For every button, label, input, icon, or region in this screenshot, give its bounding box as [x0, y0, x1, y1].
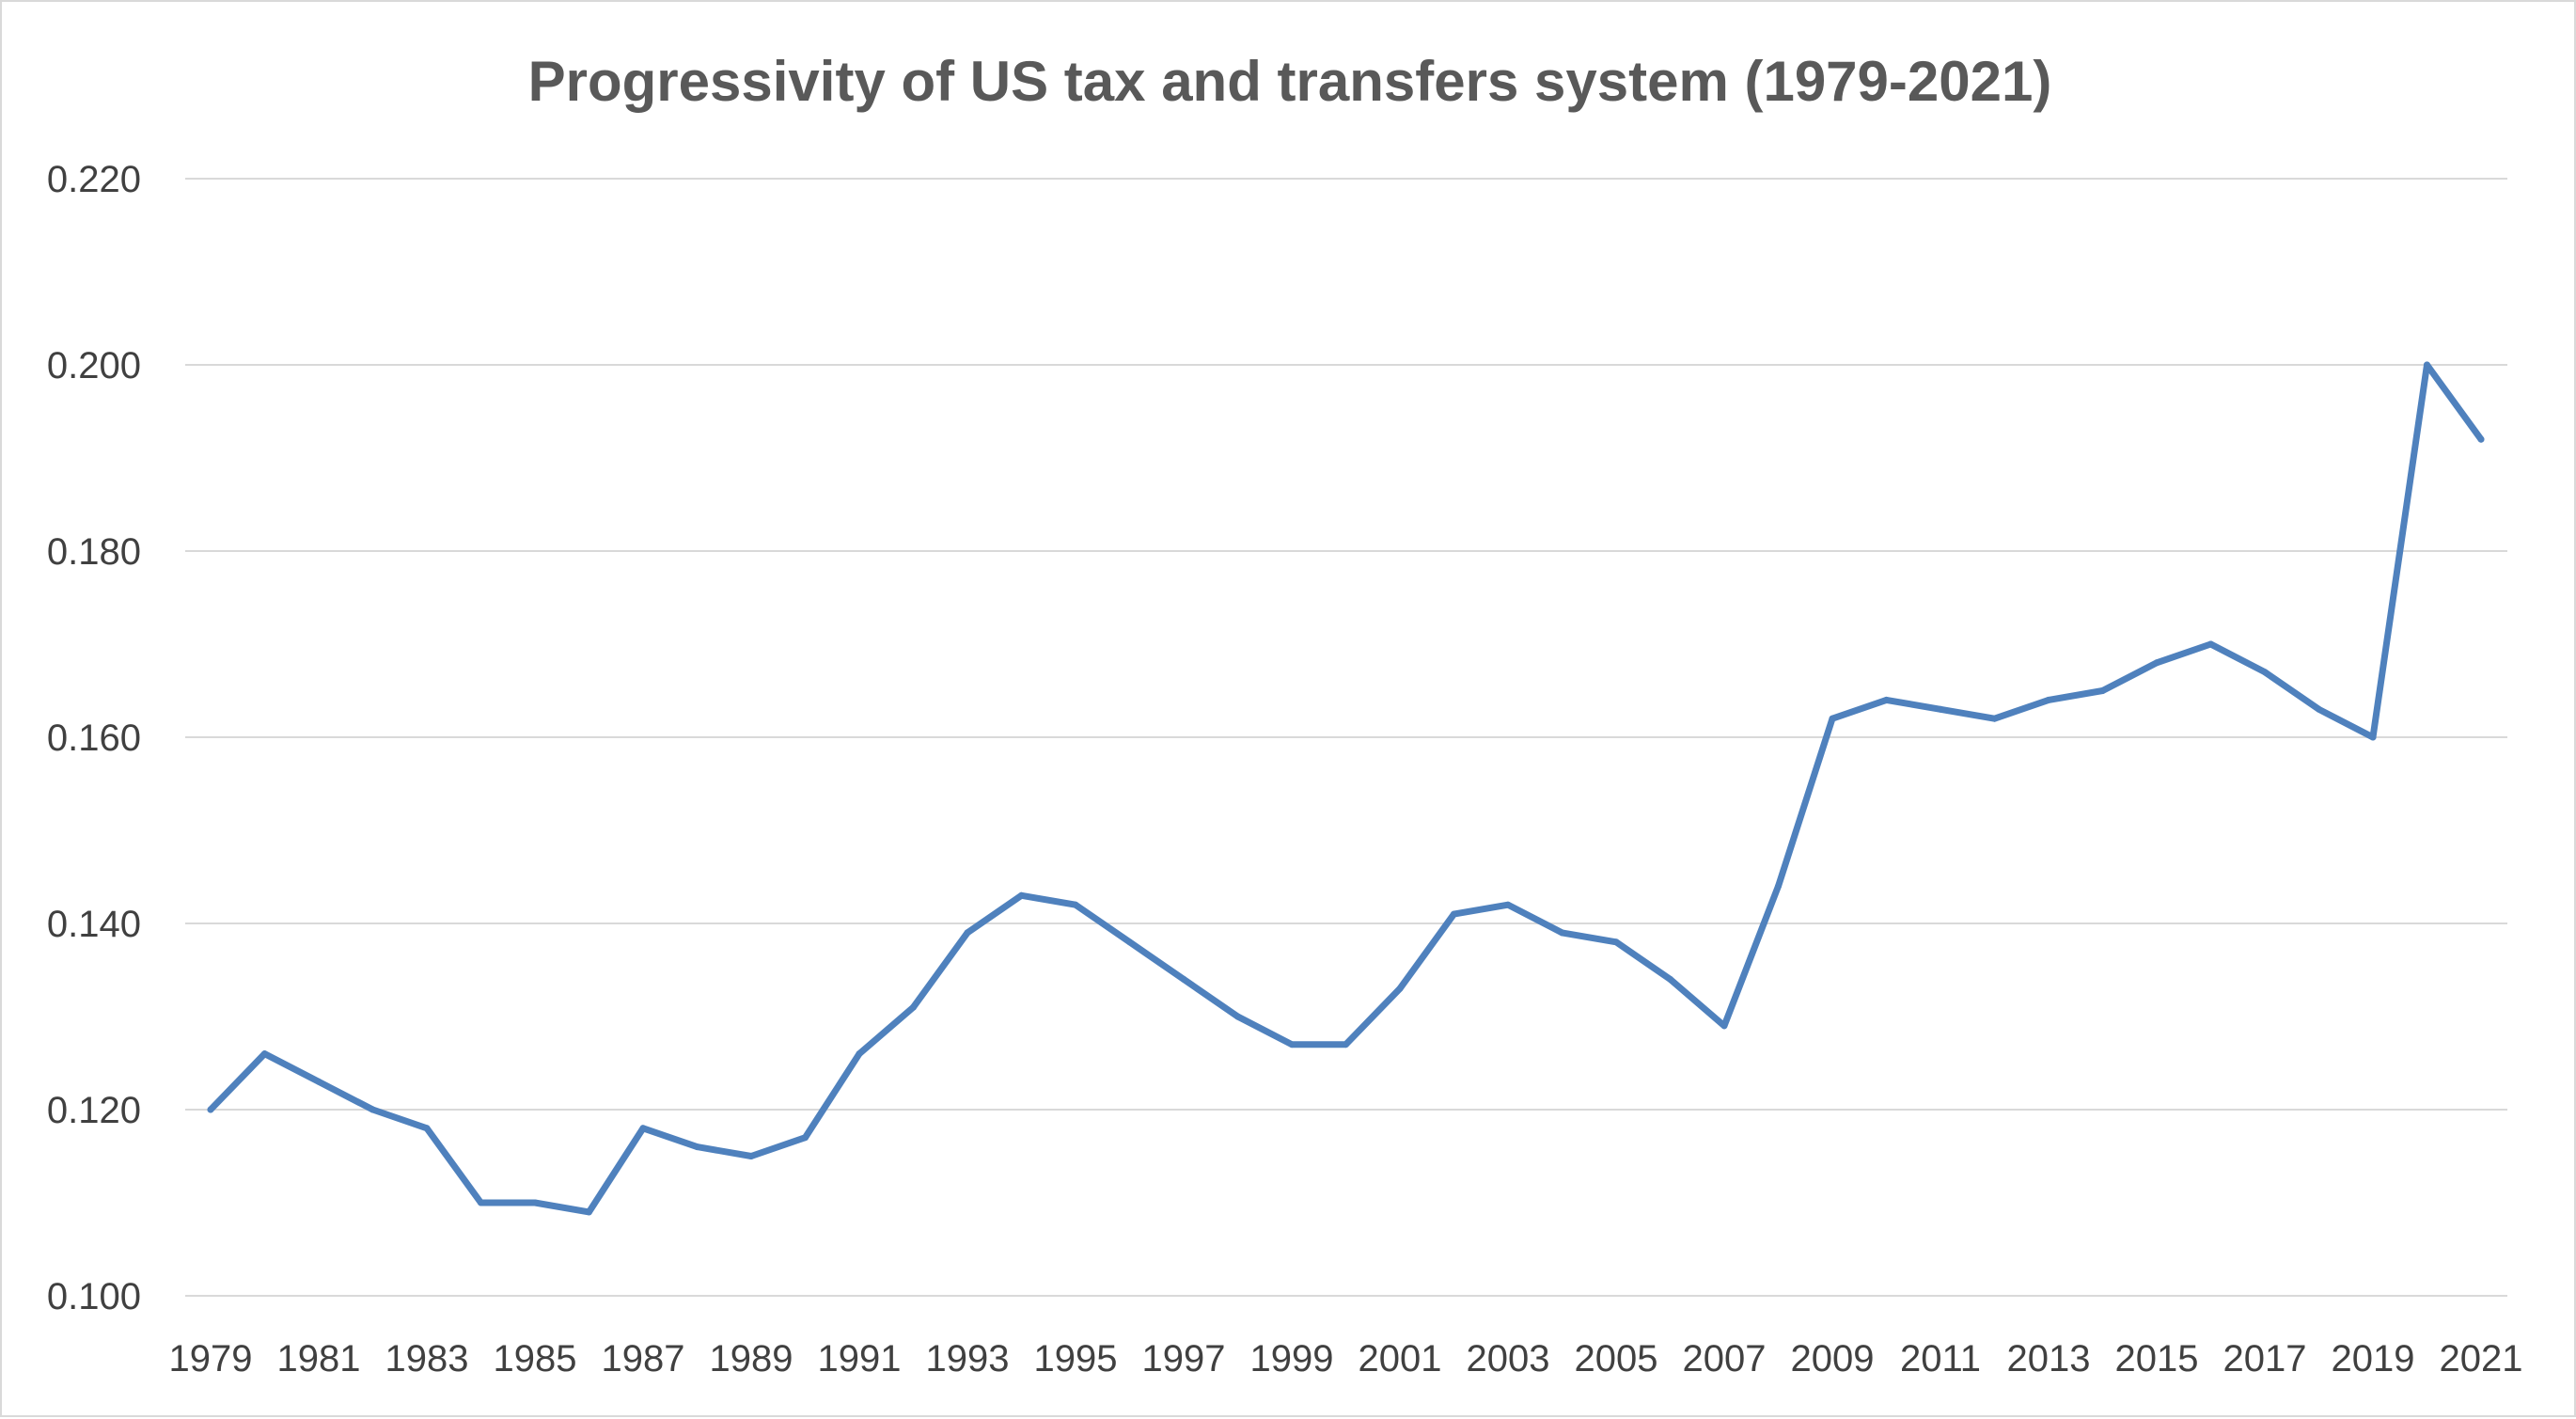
- y-tick-label: 0.120: [47, 1090, 141, 1131]
- x-tick-label: 1979: [169, 1338, 253, 1380]
- data-point-2010: [1883, 696, 1890, 703]
- data-point-2005: [1612, 938, 1620, 946]
- x-tick-label: 2001: [1359, 1338, 1442, 1380]
- data-point-2015: [2153, 659, 2160, 667]
- data-point-1981: [315, 1078, 322, 1085]
- data-point-1989: [747, 1153, 755, 1159]
- y-tick-label: 0.160: [47, 717, 141, 759]
- data-point-2003: [1504, 901, 1512, 908]
- x-axis-ticks: 1979 1981 1983 1985 1987 1989 1991 1993 1995 1997…: [169, 1338, 2523, 1380]
- data-point-1998: [1234, 1013, 1241, 1020]
- data-point-1991: [856, 1050, 863, 1058]
- series-line-0: [207, 361, 2485, 1216]
- y-tick-label: 0.100: [47, 1276, 141, 1317]
- x-tick-label: 1991: [818, 1338, 902, 1380]
- y-tick-label: 0.180: [47, 531, 141, 573]
- data-point-2002: [1451, 910, 1457, 918]
- data-point-2021: [2477, 435, 2485, 443]
- x-tick-label: 2003: [1467, 1338, 1550, 1380]
- chart-title: Progressivity of US tax and transfers sy…: [528, 50, 2052, 113]
- x-tick-label: 1995: [1034, 1338, 1118, 1380]
- data-point-2017: [2261, 669, 2269, 676]
- x-tick-label: 1999: [1250, 1338, 1334, 1380]
- x-tick-label: 1983: [385, 1338, 469, 1380]
- data-point-1980: [261, 1050, 268, 1058]
- x-tick-label: 2019: [2332, 1338, 2415, 1380]
- y-tick-label: 0.200: [47, 345, 141, 386]
- data-point-1985: [531, 1199, 539, 1206]
- data-point-1984: [478, 1199, 484, 1206]
- x-tick-label: 2013: [2007, 1338, 2091, 1380]
- data-point-2000: [1343, 1041, 1349, 1048]
- x-tick-label: 2009: [1791, 1338, 1875, 1380]
- data-point-2013: [2045, 696, 2052, 703]
- data-point-2009: [1829, 715, 1836, 722]
- data-point-2004: [1559, 929, 1565, 937]
- data-point-2016: [2207, 640, 2214, 648]
- x-tick-label: 2007: [1683, 1338, 1767, 1380]
- x-tick-label: 2021: [2440, 1338, 2523, 1380]
- x-tick-label: 2017: [2223, 1338, 2307, 1380]
- data-point-2011: [1937, 705, 1944, 713]
- x-tick-label: 2015: [2115, 1338, 2199, 1380]
- gridlines: [185, 178, 2507, 1297]
- data-point-1983: [423, 1125, 431, 1132]
- x-tick-label: 2005: [1575, 1338, 1658, 1380]
- x-tick-label: 1987: [602, 1338, 685, 1380]
- series-layer: [207, 361, 2485, 1216]
- data-point-1993: [964, 929, 971, 937]
- data-point-1986: [586, 1208, 592, 1216]
- data-point-2008: [1775, 882, 1782, 890]
- y-tick-label: 0.140: [47, 904, 141, 945]
- data-point-2001: [1396, 985, 1404, 992]
- y-tick-label: 0.220: [47, 159, 141, 200]
- data-point-1992: [910, 1003, 917, 1011]
- x-tick-label: 1985: [494, 1338, 577, 1380]
- y-axis-ticks: 0.100 0.120 0.140 0.160 0.180 0.200 0.220: [47, 159, 141, 1317]
- data-point-1979: [207, 1106, 214, 1113]
- data-point-1987: [639, 1125, 647, 1132]
- data-point-2018: [2316, 705, 2322, 713]
- x-tick-label: 1989: [710, 1338, 793, 1380]
- data-point-1996: [1126, 938, 1133, 946]
- data-point-1995: [1072, 901, 1079, 908]
- data-point-1988: [694, 1143, 700, 1151]
- data-point-1999: [1288, 1041, 1296, 1048]
- data-point-1982: [369, 1106, 376, 1113]
- data-point-2012: [1991, 715, 1998, 722]
- data-point-1997: [1180, 975, 1187, 983]
- x-tick-label: 1993: [926, 1338, 1010, 1380]
- data-point-1990: [802, 1134, 809, 1142]
- data-point-2020: [2424, 361, 2430, 369]
- data-point-2006: [1667, 975, 1673, 983]
- x-tick-label: 1981: [277, 1338, 361, 1380]
- data-point-2014: [2099, 687, 2106, 694]
- data-point-1994: [1018, 891, 1025, 899]
- data-point-2007: [1720, 1022, 1728, 1030]
- data-point-2019: [2369, 733, 2377, 741]
- x-tick-label: 2011: [1900, 1338, 1981, 1380]
- x-tick-label: 1997: [1142, 1338, 1226, 1380]
